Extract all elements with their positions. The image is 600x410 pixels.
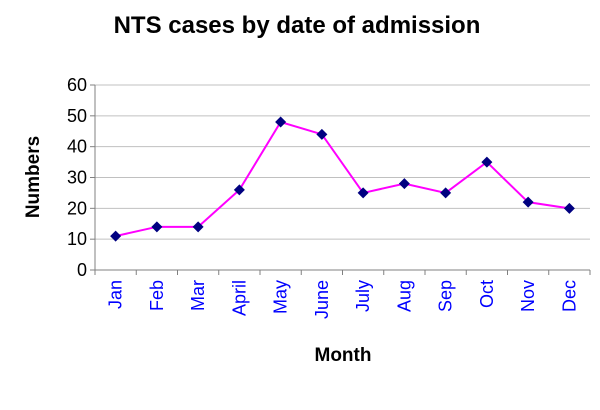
y-axis-label: Numbers — [23, 136, 44, 218]
data-point-marker — [563, 202, 575, 214]
series-line — [115, 120, 570, 238]
data-point-marker — [275, 116, 287, 128]
y-tick-label: 40 — [67, 137, 87, 157]
data-point-marker — [316, 128, 328, 140]
y-tick-label: 50 — [67, 106, 87, 126]
x-tick-labels: Jan Feb Mar April May June July Aug Sep Oct Nov Dec — [106, 280, 580, 319]
y-tick-label: 30 — [67, 168, 87, 188]
data-point-marker — [398, 178, 410, 190]
x-tick-label: June — [312, 280, 332, 319]
series — [110, 116, 575, 242]
gridlines — [95, 84, 590, 240]
y-tick-label: 0 — [77, 260, 87, 280]
x-tick-label: April — [229, 280, 249, 316]
y-tick-label: 60 — [67, 75, 87, 95]
data-point-marker — [110, 230, 122, 242]
y-tick-labels: 0 10 20 30 40 50 60 — [67, 75, 87, 280]
x-axis-label: Month — [315, 345, 372, 366]
data-point-marker — [233, 184, 245, 196]
chart-title: NTS cases by date of admission — [114, 12, 481, 39]
data-point-marker — [522, 196, 534, 208]
x-tick-label: Feb — [147, 280, 167, 311]
x-tick-label: Dec — [559, 280, 579, 312]
x-tick-label: July — [353, 280, 373, 312]
x-tick-label: May — [271, 280, 291, 314]
data-point-marker — [440, 187, 452, 199]
x-tick-label: Oct — [477, 280, 497, 308]
axes — [90, 84, 591, 275]
data-point-marker — [481, 156, 493, 168]
y-tick-label: 10 — [67, 229, 87, 249]
y-tick-label: 20 — [67, 198, 87, 218]
x-tick-label: Mar — [188, 280, 208, 311]
data-point-marker — [192, 221, 204, 233]
x-tick-label: Aug — [394, 280, 414, 312]
data-point-marker — [151, 221, 163, 233]
x-tick-label: Sep — [436, 280, 456, 312]
x-tick-label: Jan — [106, 280, 126, 309]
data-point-marker — [357, 187, 369, 199]
x-tick-label: Nov — [518, 280, 538, 312]
